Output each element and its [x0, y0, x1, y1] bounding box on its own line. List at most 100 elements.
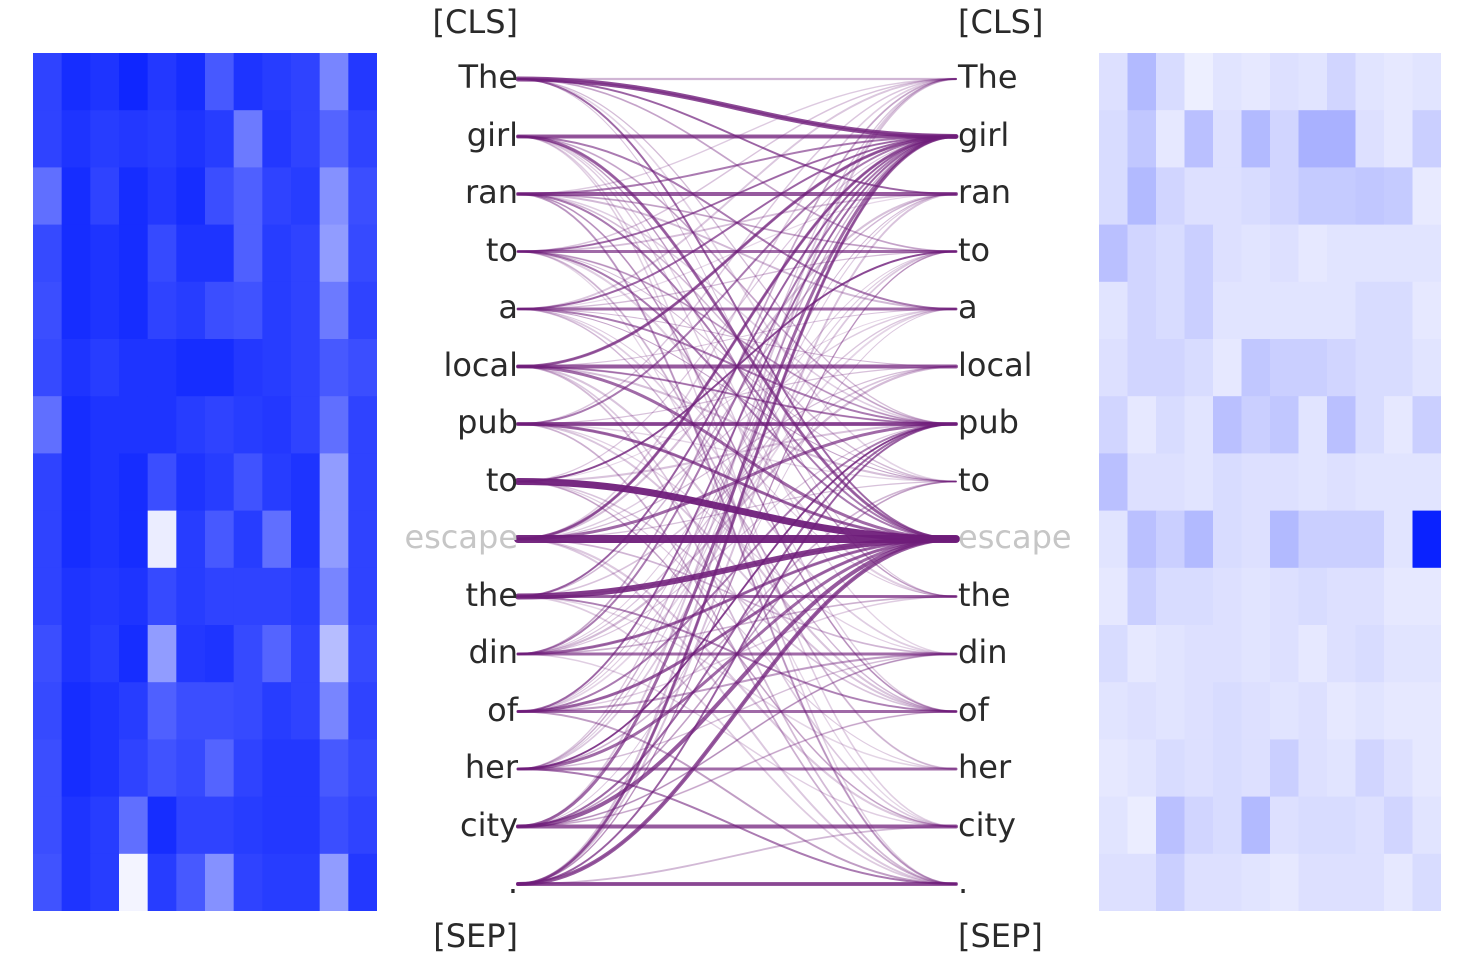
right-heatmap-cell	[1412, 396, 1441, 454]
right-heatmap-cell	[1384, 625, 1413, 683]
left-heatmap-cell	[262, 110, 292, 168]
right-heatmap-cell	[1412, 281, 1441, 340]
left-heatmap-cell	[119, 110, 149, 168]
left-heatmap-cell	[262, 853, 292, 911]
left-token-13[interactable]: city	[460, 805, 518, 844]
left-heatmap-cell	[205, 339, 235, 397]
left-token-9[interactable]: the	[465, 575, 518, 614]
right-heatmap-cell	[1355, 53, 1385, 111]
left-heatmap-cell	[205, 567, 235, 626]
left-heatmap-cell	[90, 853, 120, 911]
left-heatmap-cell	[319, 110, 349, 168]
attention-edge	[516, 135, 958, 541]
left-heatmap-cell	[348, 853, 377, 911]
left-heatmap-cell	[90, 567, 120, 626]
right-heatmap-cell	[1270, 339, 1299, 397]
right-heatmap-cell	[1241, 567, 1271, 626]
left-heatmap-cell	[262, 53, 292, 111]
right-token-11[interactable]: of	[958, 690, 989, 729]
right-token-13[interactable]: city	[958, 805, 1016, 844]
right-heatmap-cell	[1213, 281, 1242, 340]
left-heatmap-cell	[262, 167, 292, 226]
right-heatmap-cell	[1213, 339, 1242, 397]
left-heatmap-cell	[233, 224, 263, 283]
left-heatmap-cell	[348, 510, 377, 569]
right-heatmap-cell	[1241, 339, 1271, 397]
right-heatmap-cell	[1298, 110, 1328, 168]
right-heatmap-cell	[1327, 682, 1356, 740]
right-heatmap-cell	[1156, 453, 1185, 512]
left-heatmap-cell	[119, 567, 149, 626]
right-heatmap-cell	[1099, 739, 1128, 798]
right-heatmap-cell	[1213, 625, 1242, 683]
left-token-11[interactable]: of	[487, 690, 518, 729]
right-token-1[interactable]: girl	[958, 115, 1010, 154]
left-heatmap-cell	[291, 110, 321, 168]
left-heatmap-cell	[319, 224, 349, 283]
left-heatmap-cell	[147, 625, 177, 683]
left-heatmap-cell	[319, 453, 349, 512]
right-token-9[interactable]: the	[958, 575, 1011, 614]
left-heatmap-cell	[205, 453, 235, 512]
right-heatmap-cell	[1327, 339, 1356, 397]
left-heatmap-cell	[233, 796, 263, 855]
right-token-6[interactable]: pub	[958, 403, 1019, 441]
right-heatmap-cell	[1127, 339, 1157, 397]
left-token-6[interactable]: pub	[457, 403, 518, 441]
right-heatmap-cell	[1156, 739, 1185, 798]
right-token-cls[interactable]: [CLS]	[958, 3, 1044, 41]
right-token-2[interactable]: ran	[958, 173, 1012, 211]
right-token-14[interactable]: .	[958, 863, 969, 901]
left-heatmap-cell	[176, 625, 206, 683]
right-token-3[interactable]: to	[958, 230, 991, 269]
left-heatmap-cell	[348, 796, 377, 855]
right-heatmap-cell	[1270, 396, 1299, 454]
left-heatmap-cell	[319, 567, 349, 626]
right-heatmap-cell	[1384, 853, 1413, 911]
left-token-2[interactable]: ran	[464, 173, 518, 211]
left-heatmap-cell	[176, 682, 206, 740]
left-token-1[interactable]: girl	[466, 115, 518, 154]
right-token-7[interactable]: to	[958, 460, 991, 499]
left-token-8[interactable]: escape	[404, 518, 518, 556]
right-heatmap-cell	[1327, 167, 1356, 226]
left-token-sep[interactable]: [SEP]	[433, 917, 518, 955]
left-heatmap-cell	[205, 739, 235, 798]
left-token-7[interactable]: to	[485, 460, 518, 499]
right-heatmap-cell	[1099, 224, 1128, 283]
right-heatmap-cell	[1127, 682, 1157, 740]
right-heatmap-cell	[1241, 396, 1271, 454]
left-heatmap-cell	[319, 281, 349, 340]
right-heatmap-cell	[1327, 567, 1356, 626]
left-token-3[interactable]: to	[485, 230, 518, 269]
right-token-sep[interactable]: [SEP]	[958, 917, 1043, 955]
right-heatmap-cell	[1184, 796, 1214, 855]
right-heatmap-cell	[1298, 453, 1328, 512]
left-token-4[interactable]: a	[498, 288, 518, 326]
right-token-8[interactable]: escape	[958, 518, 1072, 556]
left-token-0[interactable]: The	[458, 58, 518, 96]
attention-edge	[517, 423, 957, 770]
right-token-5[interactable]: local	[958, 345, 1033, 384]
left-token-10[interactable]: din	[468, 633, 518, 671]
left-heatmap-cell	[319, 796, 349, 855]
right-token-4[interactable]: a	[958, 288, 978, 326]
left-token-cls[interactable]: [CLS]	[432, 3, 518, 41]
left-token-14[interactable]: .	[507, 863, 518, 901]
right-token-10[interactable]: din	[958, 633, 1008, 671]
left-heatmap-cell	[205, 510, 235, 569]
left-heatmap-cell	[147, 453, 177, 512]
left-heatmap-cell	[319, 739, 349, 798]
left-token-5[interactable]: local	[443, 345, 518, 384]
left-heatmap-cell	[119, 53, 149, 111]
right-heatmap-cell	[1127, 853, 1157, 911]
right-heatmap-cell	[1184, 396, 1214, 454]
right-token-0[interactable]: The	[958, 58, 1018, 96]
left-token-12[interactable]: her	[464, 748, 518, 786]
left-heatmap-cell	[147, 396, 177, 454]
left-heatmap-cell	[176, 396, 206, 454]
attention-edge	[516, 135, 958, 886]
right-token-12[interactable]: her	[958, 748, 1012, 786]
left-heatmap-cell	[33, 53, 63, 111]
